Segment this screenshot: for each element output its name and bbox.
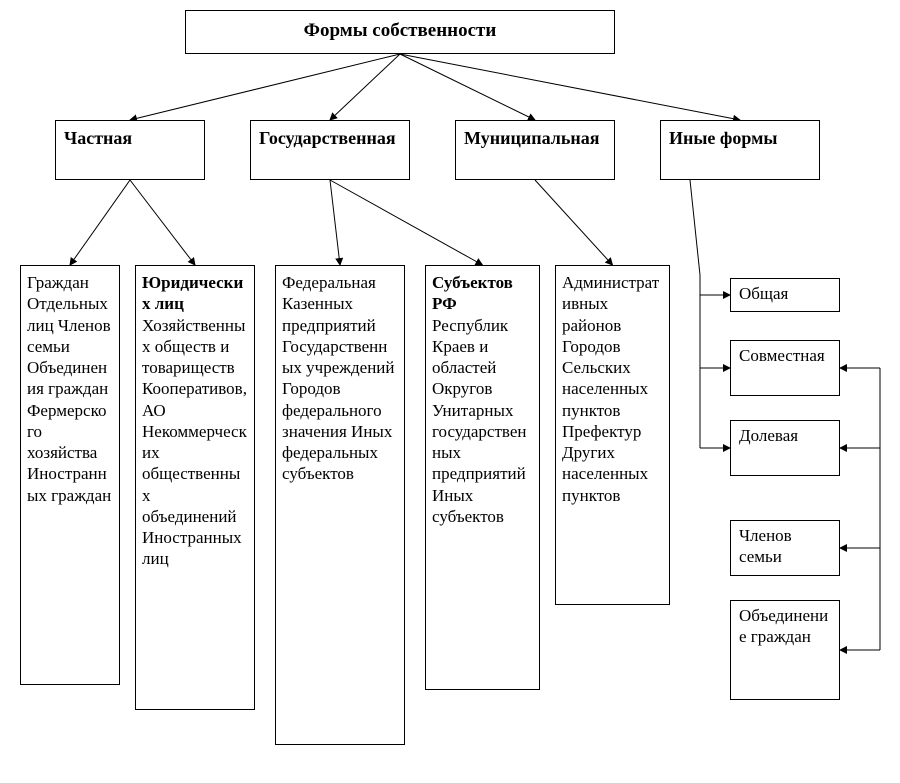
iny-item-1: Совместная (730, 340, 840, 396)
iny-item-3: Членов семьи (730, 520, 840, 576)
category-node-gos: Государственная (250, 120, 410, 180)
category-node-chastnaya: Частная (55, 120, 205, 180)
diagram-canvas: Формы собственности Частная Государственна… (0, 0, 900, 783)
iny-item-0: Общая (730, 278, 840, 312)
root-node: Формы собственности (185, 10, 615, 54)
leaf-text: Хозяйственных обществ и товариществ Кооп… (142, 316, 247, 569)
iny-item-4: Объединение граждан (730, 600, 840, 700)
leaf-node-1: Юридических лиц Хозяйственных обществ и … (135, 265, 255, 710)
leaf-bold-prefix: Субъектов РФ (432, 273, 513, 313)
leaf-node-3: Субъектов РФ Республик Краев и областей … (425, 265, 540, 690)
category-node-iny: Иные формы (660, 120, 820, 180)
leaf-text: Республик Краев и областей Округов Унита… (432, 316, 526, 526)
category-node-muni: Муниципальная (455, 120, 615, 180)
leaf-bold-prefix: Юридических лиц (142, 273, 243, 313)
leaf-node-2: Федеральная Казенных предприятий Государ… (275, 265, 405, 745)
leaf-node-4: Административных районов Городов Сельски… (555, 265, 670, 605)
leaf-node-0: Граждан Отдельных лиц Членов семьи Объед… (20, 265, 120, 685)
iny-item-2: Долевая (730, 420, 840, 476)
